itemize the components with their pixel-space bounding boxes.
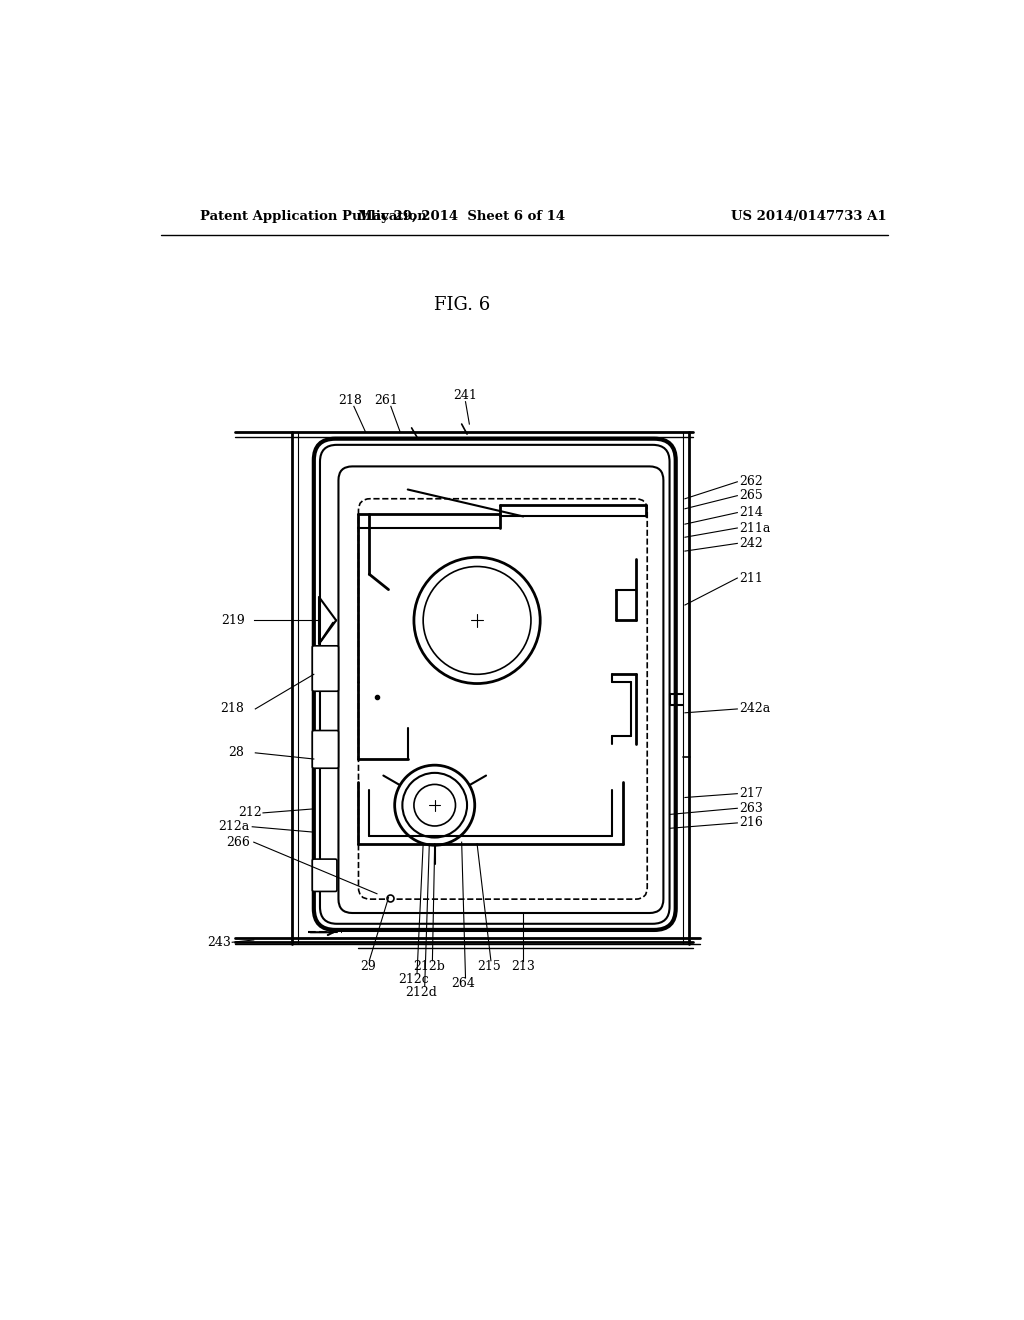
FancyArrowPatch shape [321, 623, 333, 642]
Text: 243: 243 [207, 936, 230, 949]
Text: 218: 218 [220, 702, 245, 715]
Text: FIG. 6: FIG. 6 [433, 296, 489, 314]
FancyBboxPatch shape [312, 730, 339, 768]
Text: 216: 216 [739, 816, 763, 829]
Text: 211a: 211a [739, 521, 770, 535]
Text: 212: 212 [238, 807, 261, 820]
Text: 213: 213 [511, 961, 536, 973]
Text: 264: 264 [452, 977, 475, 990]
Text: 263: 263 [739, 801, 763, 814]
FancyBboxPatch shape [339, 466, 664, 913]
Text: US 2014/0147733 A1: US 2014/0147733 A1 [731, 210, 887, 223]
Text: 212c: 212c [398, 973, 429, 986]
Text: 212b: 212b [414, 961, 445, 973]
Text: 219: 219 [221, 614, 245, 627]
Text: 29: 29 [359, 961, 376, 973]
Text: 262: 262 [739, 475, 763, 488]
Text: Patent Application Publication: Patent Application Publication [200, 210, 427, 223]
Text: May 29, 2014  Sheet 6 of 14: May 29, 2014 Sheet 6 of 14 [358, 210, 565, 223]
Text: 214: 214 [739, 506, 763, 519]
Text: 241: 241 [454, 389, 477, 403]
Text: 266: 266 [226, 836, 250, 849]
Text: 211: 211 [739, 572, 763, 585]
FancyBboxPatch shape [313, 438, 676, 929]
Text: 261: 261 [374, 395, 398, 408]
Text: 265: 265 [739, 490, 763, 502]
FancyBboxPatch shape [312, 859, 337, 891]
Text: 212d: 212d [406, 986, 437, 999]
Text: 242: 242 [739, 537, 763, 550]
FancyBboxPatch shape [319, 445, 670, 924]
Text: 217: 217 [739, 787, 763, 800]
Text: 242a: 242a [739, 702, 770, 715]
Text: 28: 28 [228, 746, 245, 759]
Text: 215: 215 [477, 961, 501, 973]
Text: 218: 218 [338, 395, 361, 408]
Text: 212a: 212a [219, 820, 250, 833]
FancyBboxPatch shape [312, 645, 339, 692]
